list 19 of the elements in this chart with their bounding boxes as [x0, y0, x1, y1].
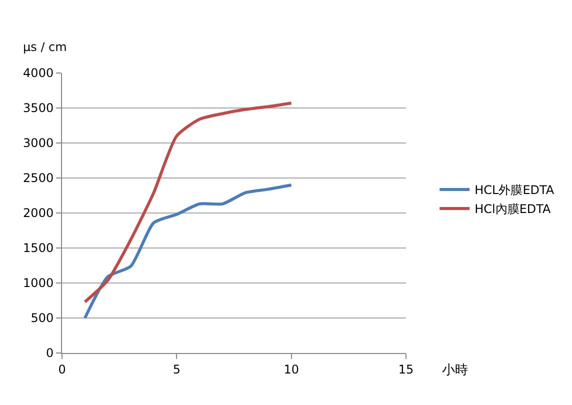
- x-axis-title: 小時: [442, 363, 468, 378]
- x-tick-label: 5: [172, 362, 180, 376]
- y-tick-label: 1000: [23, 276, 54, 290]
- x-tick-label: 15: [398, 362, 414, 376]
- legend-label: HCL外膜EDTA: [474, 183, 555, 198]
- y-tick-label: 500: [30, 311, 54, 326]
- x-tick-label: 10: [284, 362, 299, 376]
- y-tick-label: 2500: [23, 171, 54, 186]
- y-axis-title: µs / cm: [23, 40, 67, 54]
- y-tick-label: 3500: [23, 101, 54, 116]
- y-tick-label: 3000: [23, 136, 54, 150]
- y-tick-label: 0: [46, 346, 54, 360]
- line-series: [83, 102, 293, 304]
- y-tick-label: 4000: [23, 66, 54, 80]
- line-series: [83, 184, 293, 320]
- y-tick-label: 1500: [23, 241, 54, 256]
- legend-label: HCl內膜EDTA: [474, 202, 552, 216]
- x-tick-label: 0: [58, 362, 66, 376]
- y-tick-label: 2000: [23, 206, 54, 220]
